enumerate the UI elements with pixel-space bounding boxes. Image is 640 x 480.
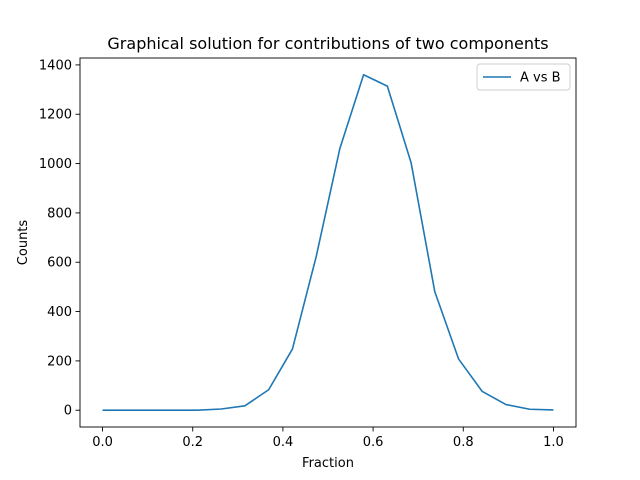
- x-tick-label: 0.0: [92, 435, 113, 450]
- x-tick-label: 0.6: [363, 435, 384, 450]
- y-tick-label: 1400: [39, 58, 72, 73]
- x-tick-label: 0.8: [453, 435, 474, 450]
- y-tick-label: 600: [47, 256, 72, 271]
- y-tick-label: 1000: [39, 157, 72, 172]
- x-tick-label: 1.0: [543, 435, 564, 450]
- y-axis-ticks: 0 200 400 600 800 1000 1200 1400: [39, 58, 80, 419]
- legend-label: A vs B: [520, 71, 561, 86]
- x-tick-label: 0.4: [273, 435, 294, 450]
- legend-box: [476, 63, 571, 91]
- y-tick-label: 400: [47, 305, 72, 320]
- y-tick-label: 1200: [39, 108, 72, 123]
- y-tick-label: 200: [47, 354, 72, 369]
- x-axis-label: Fraction: [302, 456, 354, 471]
- plot-area: [79, 57, 577, 428]
- x-tick-label: 0.2: [182, 435, 203, 450]
- y-tick-label: 800: [47, 206, 72, 221]
- y-tick-label: 0: [64, 404, 72, 419]
- plot-frame: [79, 57, 577, 428]
- x-axis-ticks: 0.0 0.2 0.4 0.6 0.8 1.0: [92, 427, 564, 450]
- series-line-0: [102, 73, 554, 412]
- y-axis-label: Counts: [16, 220, 31, 266]
- legend: A vs B: [476, 63, 571, 91]
- chart-title: Graphical solution for contributions of …: [107, 34, 548, 53]
